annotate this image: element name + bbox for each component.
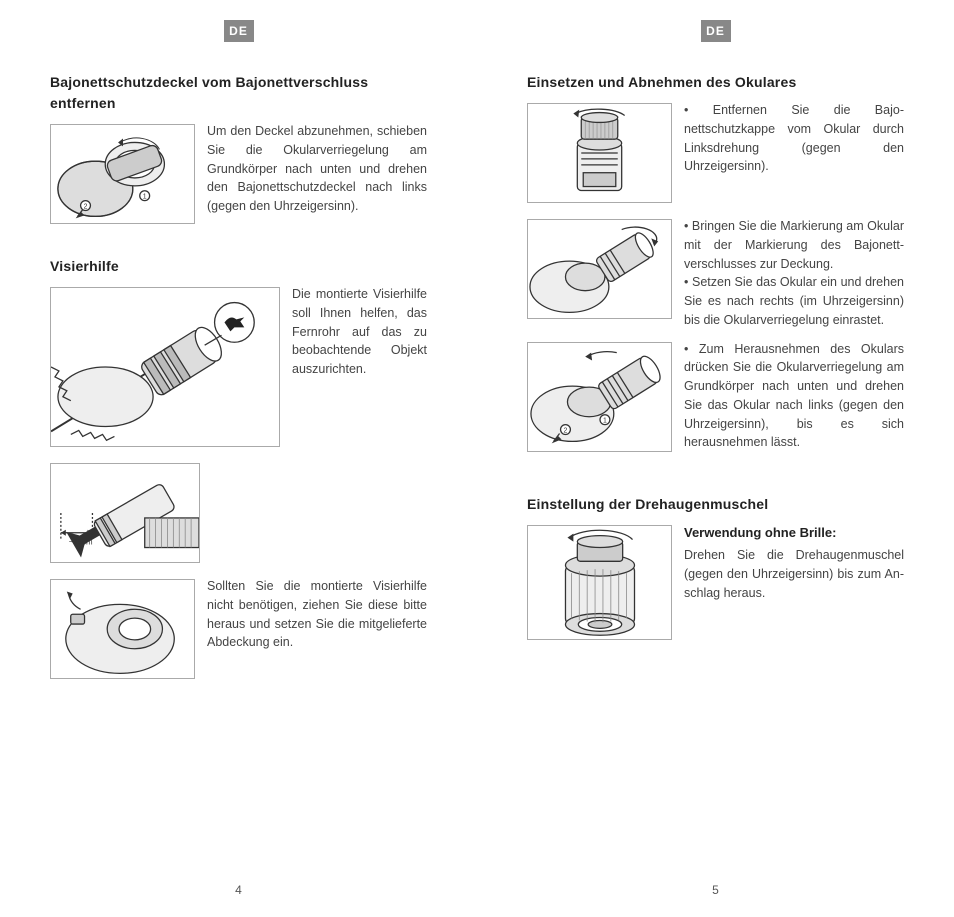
section-visier: Visierhilfe (50, 256, 427, 683)
page-left: DE Bajonettschutzdeckel vom Bajonettvers… (0, 0, 477, 917)
figure-bayonet-remove: 2 1 (50, 124, 195, 224)
svg-text:2: 2 (84, 204, 88, 211)
section-bayonet: Bajonettschutzdeckel vom Bajonettverschl… (50, 72, 427, 228)
section-okular: Einsetzen und Abnehmen des Okulares (527, 72, 904, 456)
figure-visier-mounted (50, 287, 280, 447)
lang-badge: DE (224, 20, 254, 42)
figure-visier-distance: ~15cm (50, 463, 200, 563)
heading-visier: Visierhilfe (50, 256, 427, 277)
svg-text:1: 1 (603, 417, 607, 424)
figure-drehaugen (527, 525, 672, 640)
svg-text:2: 2 (564, 427, 568, 434)
figure-okular-insert (527, 219, 672, 319)
figure-okular-remove: 2 1 (527, 342, 672, 452)
page-number-right: 5 (712, 881, 719, 899)
heading-okular: Einsetzen und Abnehmen des Okulares (527, 72, 904, 93)
heading-drehaugen: Einstellung der Drehaugenmuschel (527, 494, 904, 515)
figure-okular-cap (527, 103, 672, 203)
page-number-left: 4 (235, 881, 242, 899)
page-right: DE Einsetzen und Abnehmen des Okulares (477, 0, 954, 917)
heading-bayonet: Bajonettschutzdeckel vom Bajonettverschl… (50, 72, 427, 114)
svg-text:1: 1 (143, 194, 147, 201)
section-drehaugen: Einstellung der Drehaugenmuschel (527, 494, 904, 644)
lang-badge: DE (701, 20, 731, 42)
figure-visier-remove (50, 579, 195, 679)
distance-label: ~15cm (69, 538, 93, 547)
